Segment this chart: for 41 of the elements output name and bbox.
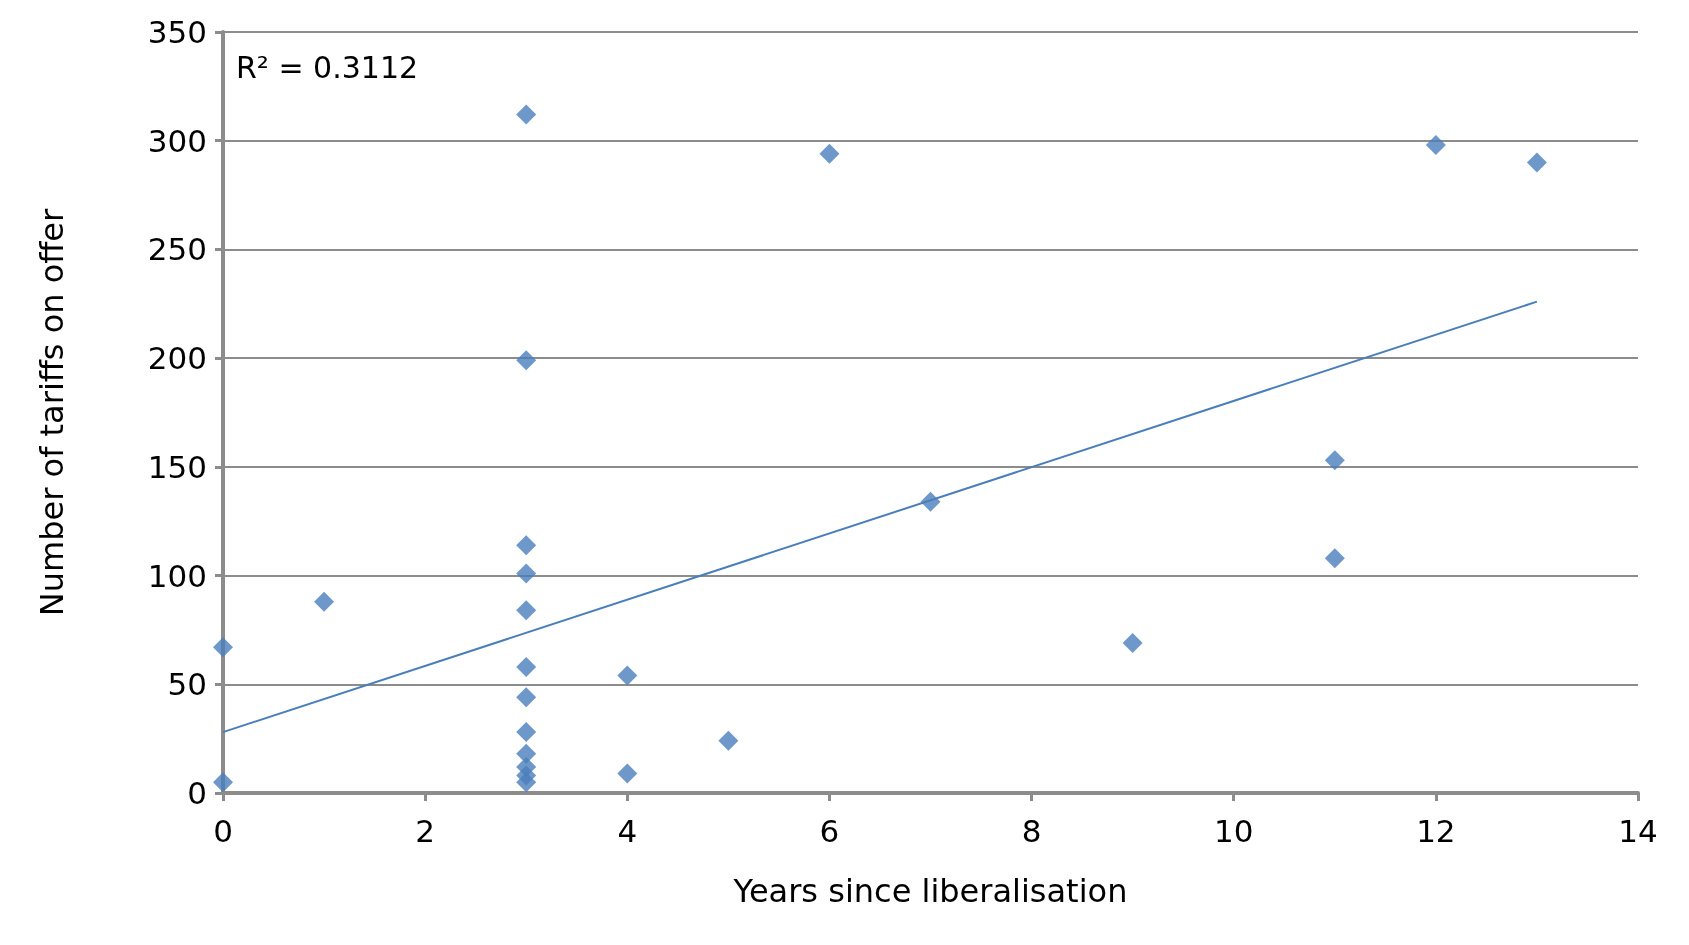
y-tick-label: 200 — [147, 340, 207, 377]
point — [617, 763, 638, 784]
point — [213, 772, 233, 793]
point — [213, 637, 233, 658]
point — [516, 656, 537, 677]
point — [516, 722, 537, 743]
point — [920, 491, 941, 512]
y-tick-label: 100 — [147, 557, 207, 594]
y-tick-label: 50 — [167, 666, 207, 703]
point — [1526, 152, 1547, 173]
x-tick-label: 8 — [1021, 812, 1042, 849]
x-tick-label: 14 — [1618, 812, 1658, 849]
y-tick-label: 0 — [187, 775, 207, 811]
x-tick-label: 6 — [819, 812, 840, 849]
x-tick-label: 4 — [617, 812, 638, 849]
y-tick-label: 250 — [147, 231, 207, 268]
x-tick-label: 10 — [1213, 812, 1254, 849]
x-tick-label: 0 — [213, 812, 233, 849]
point — [516, 104, 537, 125]
y-tick-label: 150 — [147, 448, 207, 485]
point — [1425, 135, 1446, 156]
x-tick-label: 2 — [415, 812, 436, 849]
point — [819, 143, 840, 164]
point — [516, 772, 537, 793]
point — [516, 600, 537, 621]
point — [718, 730, 739, 751]
y-tick-label: 300 — [147, 122, 207, 159]
point — [516, 687, 537, 708]
annotation: R² = 0.3112 — [236, 49, 419, 85]
point — [516, 563, 537, 584]
x-tick-label: 12 — [1416, 812, 1456, 849]
point — [314, 591, 335, 612]
point — [516, 350, 537, 371]
point — [516, 535, 537, 556]
y-axis-title: Number of tariffs on offer — [33, 207, 71, 617]
point — [617, 665, 638, 686]
point — [1122, 632, 1143, 653]
x-axis-title: Years since liberalisation — [732, 872, 1128, 910]
y-tick-label: 350 — [147, 14, 207, 50]
point — [1324, 548, 1345, 569]
point — [1324, 450, 1345, 471]
